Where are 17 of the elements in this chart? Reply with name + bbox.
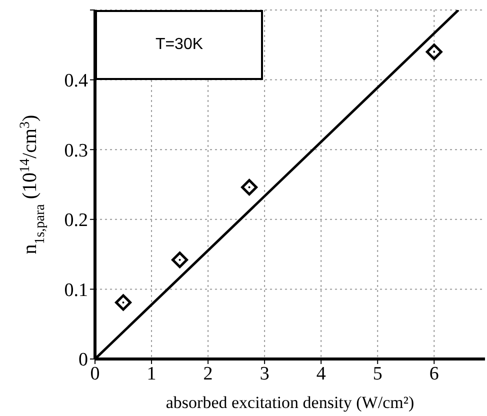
x-tick-label: 3 — [260, 363, 270, 384]
y-tick-label: 0.2 — [64, 210, 88, 232]
point — [172, 252, 188, 268]
point — [241, 179, 258, 196]
y-tick-label: 0.4 — [64, 70, 88, 92]
x-tick-label: 2 — [203, 363, 213, 384]
y-tick-label: 0.3 — [64, 140, 88, 162]
x-tick-label: 6 — [429, 363, 439, 384]
y-tick-label: 0 — [78, 350, 88, 371]
x-tick-label: 1 — [146, 363, 156, 384]
y-tick-label: 0.1 — [64, 280, 88, 301]
point — [426, 44, 442, 60]
x-tick-label: 5 — [372, 363, 382, 384]
x-tick-label: 4 — [316, 363, 326, 384]
point — [115, 294, 132, 311]
x-axis-title: absorbed excitation density (W/cm²) — [166, 393, 414, 412]
text-box: T=30K — [95, 10, 264, 80]
